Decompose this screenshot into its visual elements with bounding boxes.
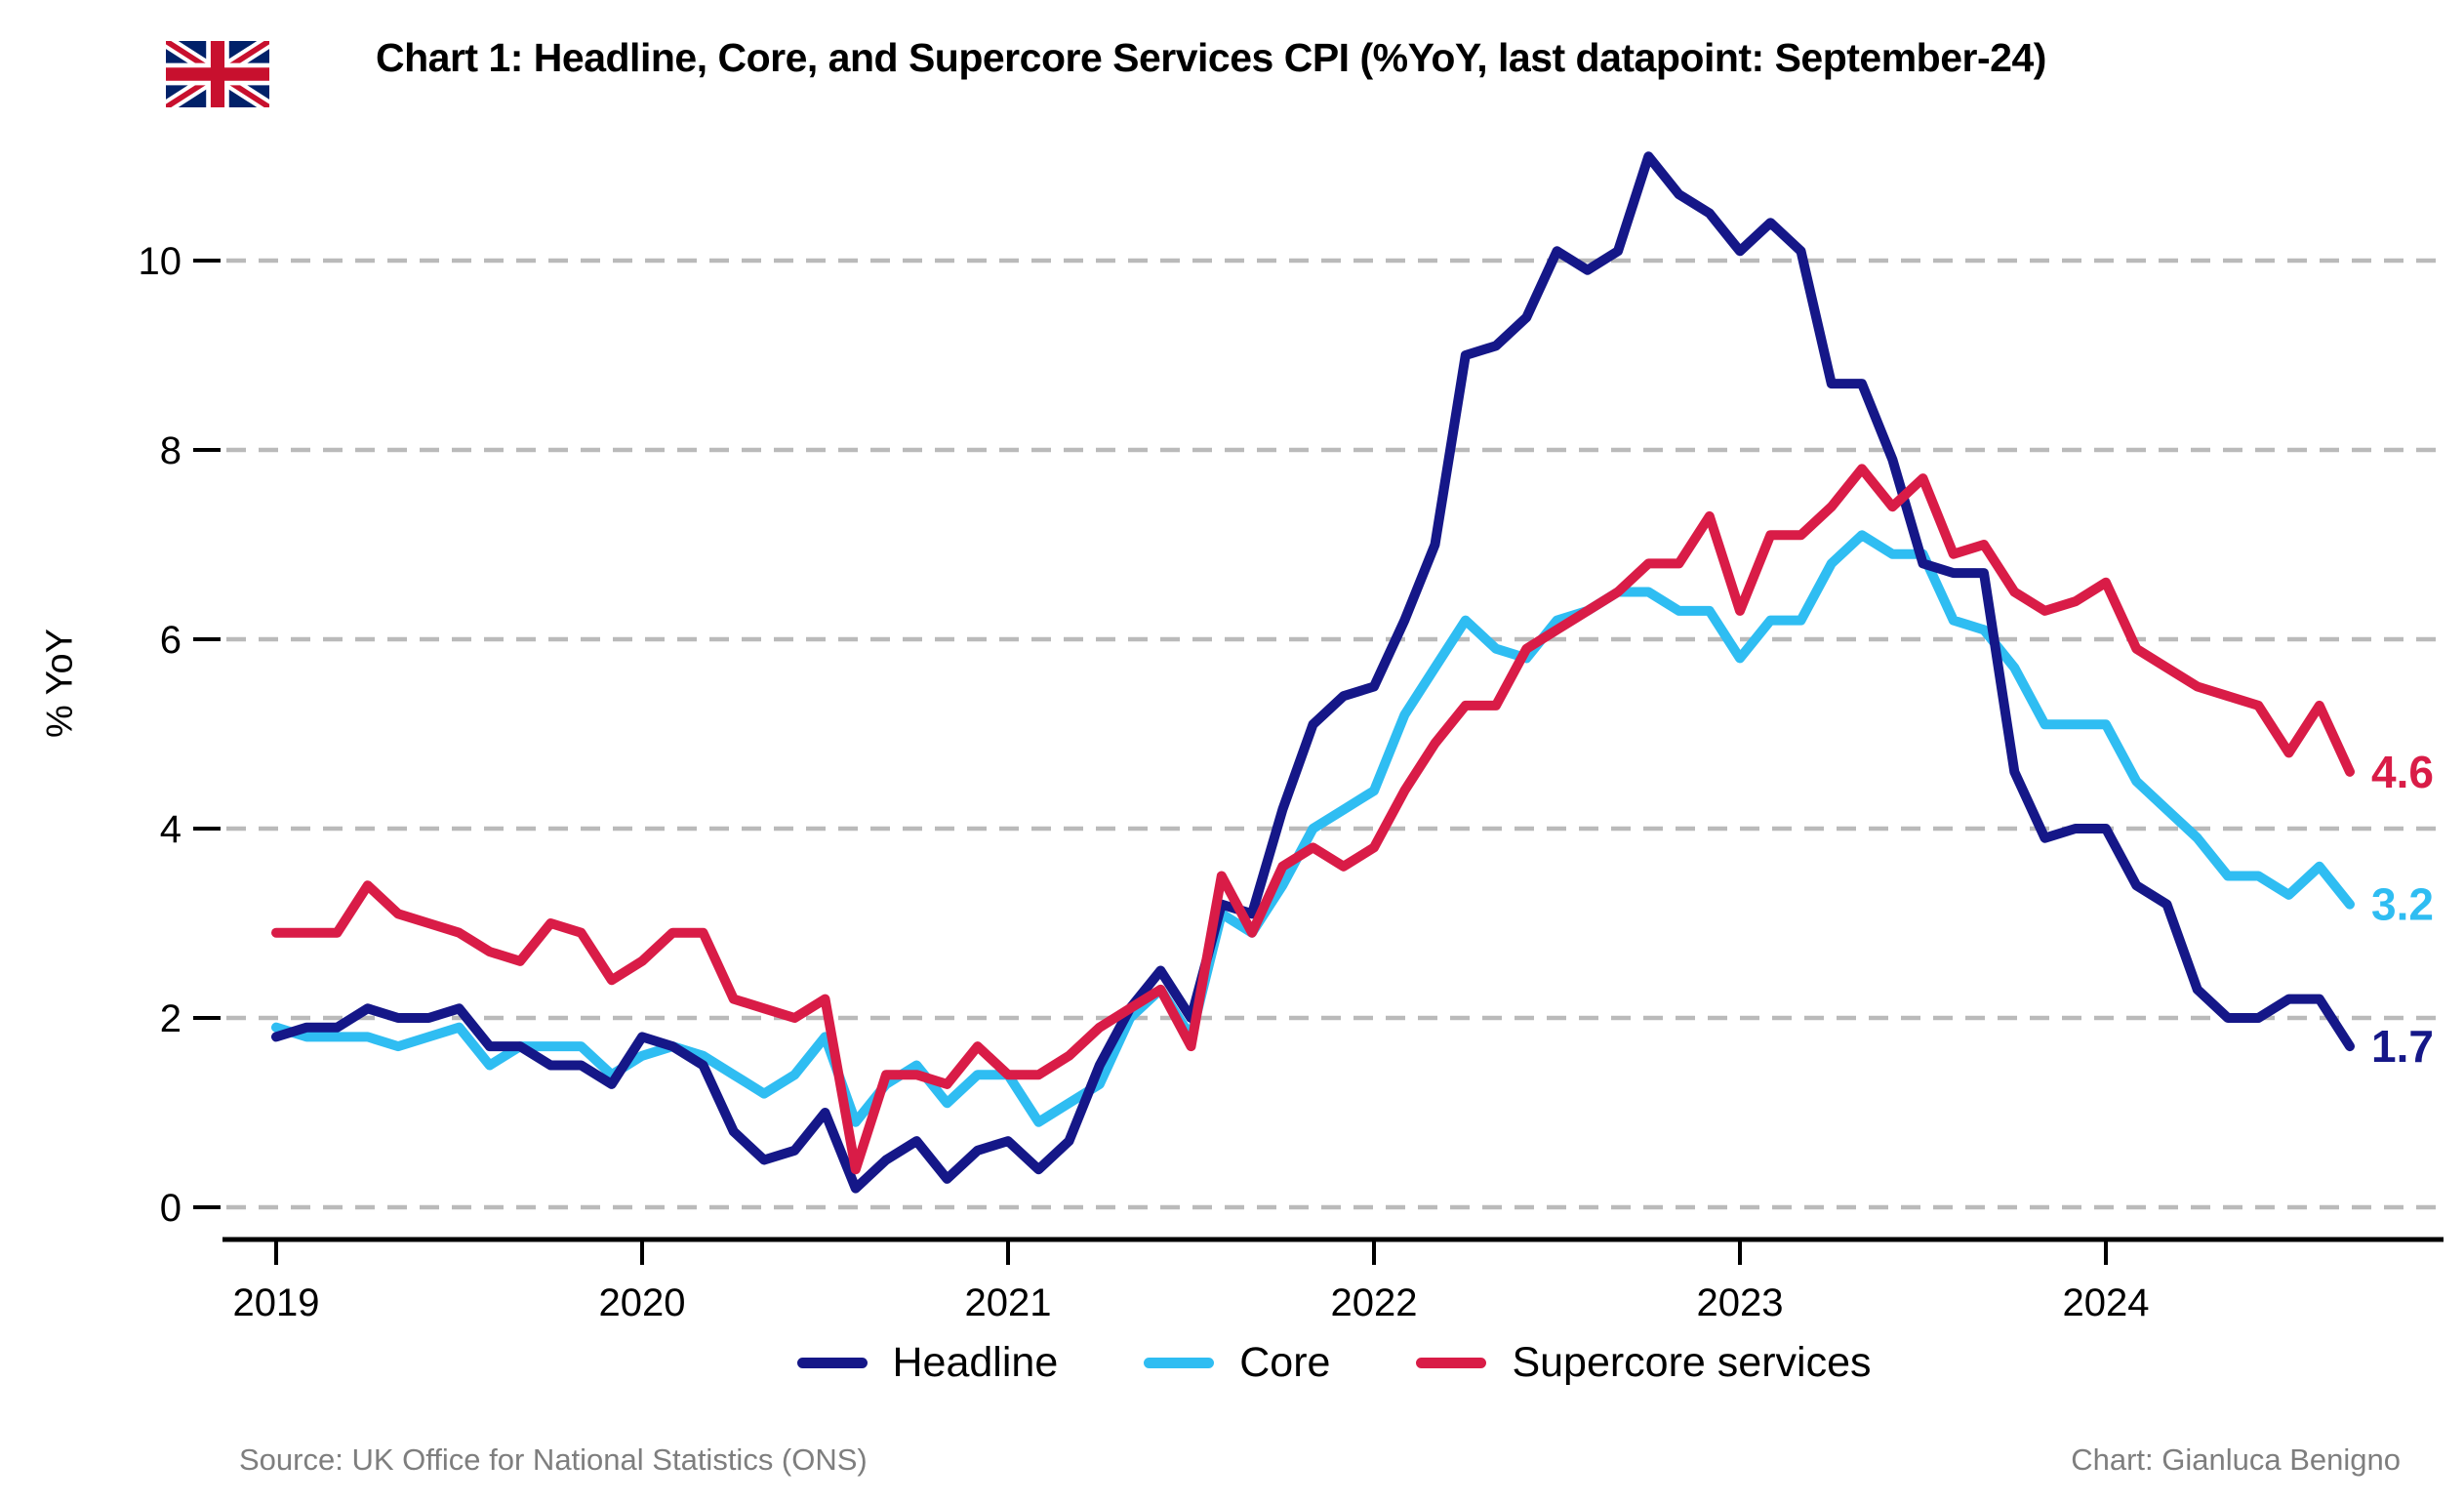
legend: Headline Core Supercore services: [226, 1333, 2442, 1392]
y-tick-label-4: 4: [160, 808, 182, 851]
legend-label-supercore-services: Supercore services: [1512, 1338, 1872, 1386]
credit-note: Chart: Gianluca Benigno: [2071, 1442, 2401, 1477]
y-tick-label-2: 2: [160, 997, 182, 1040]
x-tick-label-2021: 2021: [965, 1281, 1052, 1324]
headline-end-label: 1.7: [2371, 1021, 2434, 1072]
y-tick-label-10: 10: [139, 240, 182, 283]
core-end-label: 3.2: [2371, 879, 2434, 930]
y-tick-label-8: 8: [160, 429, 182, 472]
x-tick-label-2023: 2023: [1697, 1281, 1784, 1324]
uk-flag-icon: [166, 41, 269, 107]
legend-label-headline: Headline: [892, 1338, 1059, 1386]
legend-item-supercore-services: Supercore services: [1416, 1339, 1871, 1387]
x-tick-label-2020: 2020: [599, 1281, 686, 1324]
legend-item-headline: Headline: [796, 1338, 1059, 1387]
legend-swatch-core: [1144, 1357, 1215, 1368]
chart-title: Chart 1: Headline, Core, and Supercore S…: [376, 35, 2046, 80]
supercore-services-line: [271, 464, 2355, 1175]
legend-swatch-headline: [796, 1357, 868, 1368]
x-tick-label-2019: 2019: [233, 1281, 320, 1324]
y-tick-label-0: 0: [160, 1187, 182, 1230]
x-tick-label-2022: 2022: [1331, 1281, 1418, 1324]
source-note: Source: UK Office for National Statistic…: [239, 1442, 868, 1477]
legend-item-core: Core: [1144, 1339, 1330, 1387]
y-tick-label-6: 6: [160, 619, 182, 662]
x-tick-label-2024: 2024: [2063, 1281, 2150, 1324]
headline-line: [271, 151, 2355, 1194]
supercore-services-end-label: 4.6: [2371, 747, 2434, 797]
legend-swatch-supercore-services: [1416, 1357, 1487, 1368]
flag-cross-red: [166, 41, 269, 107]
legend-label-core: Core: [1239, 1338, 1331, 1386]
